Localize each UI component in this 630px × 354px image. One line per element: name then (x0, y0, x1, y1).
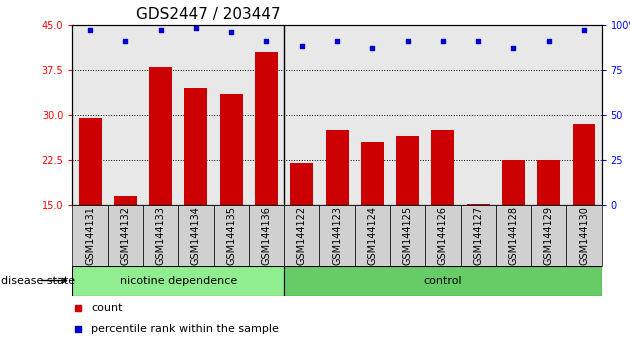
FancyBboxPatch shape (214, 205, 249, 266)
Bar (432, 130, 454, 205)
FancyBboxPatch shape (531, 205, 566, 266)
FancyBboxPatch shape (108, 205, 143, 266)
Text: GSM144131: GSM144131 (85, 206, 95, 265)
Bar (467, 204, 490, 205)
Text: GSM144135: GSM144135 (226, 206, 236, 265)
Point (579, 27, 589, 33)
FancyBboxPatch shape (178, 205, 214, 266)
FancyBboxPatch shape (390, 205, 425, 266)
Point (473, 38, 483, 44)
Text: count: count (91, 303, 122, 314)
Point (191, 25, 201, 31)
Point (508, 45, 518, 51)
Text: percentile rank within the sample: percentile rank within the sample (91, 324, 279, 334)
Point (156, 27, 166, 33)
Text: nicotine dependence: nicotine dependence (120, 275, 237, 286)
Text: GSM144129: GSM144129 (544, 206, 554, 265)
Point (367, 45, 377, 51)
FancyBboxPatch shape (72, 266, 284, 296)
Point (85, 27, 95, 33)
Point (544, 38, 554, 44)
Text: GSM144127: GSM144127 (473, 206, 483, 265)
FancyBboxPatch shape (143, 205, 178, 266)
Bar (396, 136, 419, 205)
Point (438, 38, 448, 44)
Bar (255, 52, 278, 205)
Bar (537, 160, 560, 205)
Text: control: control (423, 275, 462, 286)
FancyBboxPatch shape (496, 205, 531, 266)
Text: GSM144133: GSM144133 (156, 206, 166, 265)
Text: GSM144123: GSM144123 (332, 206, 342, 265)
Text: GSM144126: GSM144126 (438, 206, 448, 265)
Text: GSM144134: GSM144134 (191, 206, 201, 265)
Text: GDS2447 / 203447: GDS2447 / 203447 (136, 7, 280, 22)
FancyBboxPatch shape (284, 266, 602, 296)
FancyBboxPatch shape (566, 205, 602, 266)
FancyBboxPatch shape (249, 205, 284, 266)
FancyBboxPatch shape (319, 205, 355, 266)
Bar (149, 67, 172, 205)
Text: GSM144125: GSM144125 (403, 206, 413, 265)
Text: GSM144132: GSM144132 (120, 206, 130, 265)
Text: GSM144130: GSM144130 (579, 206, 589, 265)
Bar (573, 124, 595, 205)
Point (403, 38, 413, 44)
FancyBboxPatch shape (72, 205, 108, 266)
Text: GSM144136: GSM144136 (261, 206, 272, 265)
Point (226, 29, 236, 35)
Bar (185, 88, 207, 205)
Bar (361, 142, 384, 205)
Bar (290, 163, 313, 205)
Text: GSM144122: GSM144122 (297, 206, 307, 265)
Point (120, 38, 130, 44)
Bar (114, 196, 137, 205)
Point (332, 38, 342, 44)
FancyBboxPatch shape (425, 205, 461, 266)
Bar (220, 94, 243, 205)
FancyBboxPatch shape (461, 205, 496, 266)
FancyBboxPatch shape (355, 205, 390, 266)
FancyBboxPatch shape (284, 205, 319, 266)
Point (297, 44, 307, 49)
Point (261, 38, 272, 44)
Text: GSM144124: GSM144124 (367, 206, 377, 265)
Text: disease state: disease state (1, 275, 76, 286)
Text: GSM144128: GSM144128 (508, 206, 518, 265)
Bar (79, 118, 101, 205)
Bar (502, 160, 525, 205)
Bar (326, 130, 348, 205)
